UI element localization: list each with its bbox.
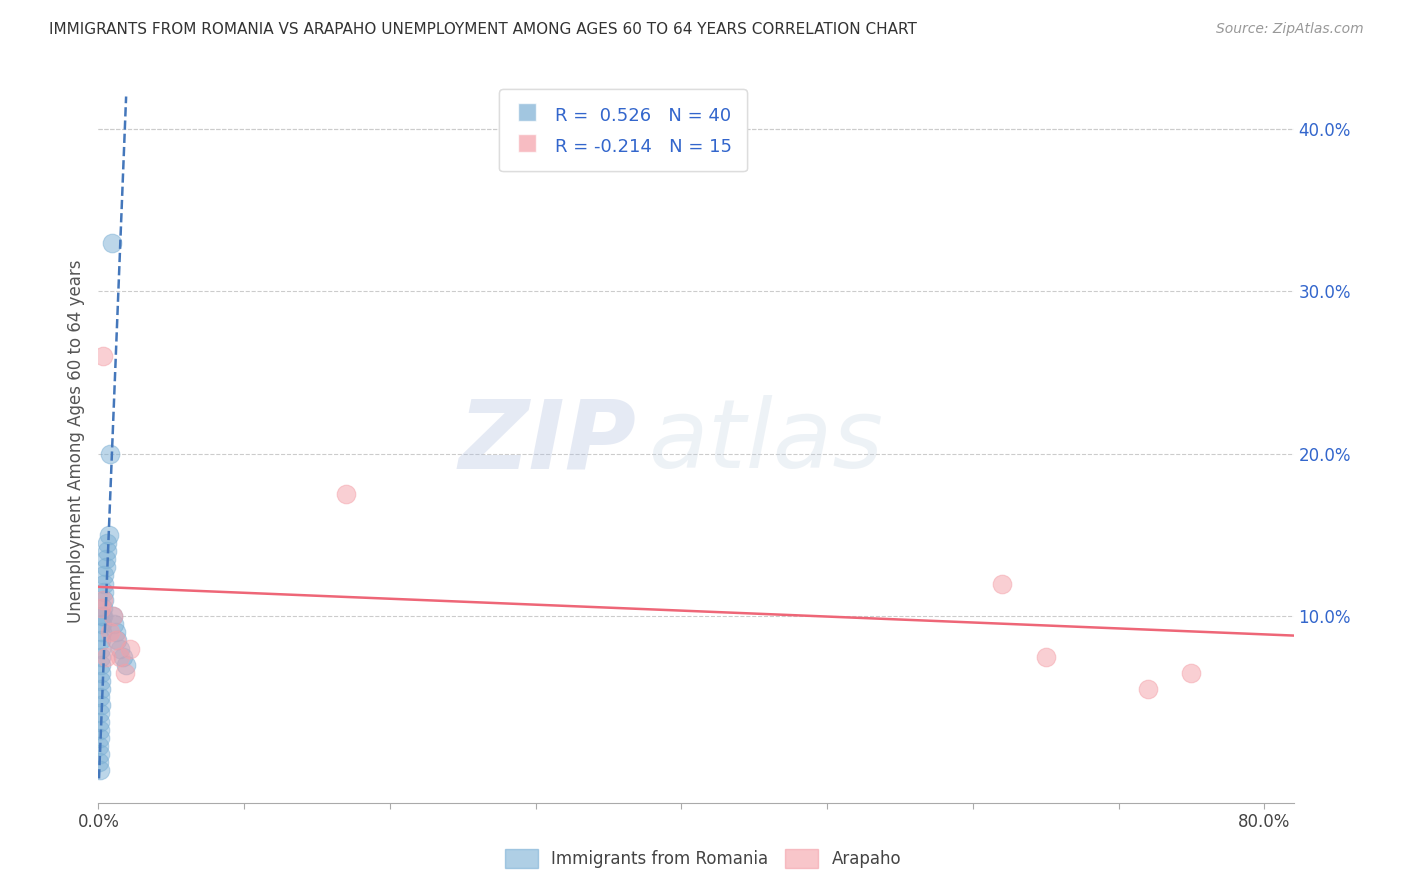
Text: ZIP: ZIP bbox=[458, 395, 637, 488]
Point bbox=[91, 601, 114, 615]
Point bbox=[94, 560, 117, 574]
Point bbox=[90, 673, 112, 688]
Point bbox=[90, 698, 112, 713]
Point bbox=[93, 592, 115, 607]
Point bbox=[89, 731, 111, 745]
Point bbox=[91, 592, 114, 607]
Point bbox=[97, 528, 120, 542]
Point bbox=[101, 609, 124, 624]
Point bbox=[93, 584, 115, 599]
Point bbox=[91, 349, 114, 363]
Point bbox=[94, 552, 117, 566]
Point bbox=[110, 649, 132, 664]
Text: atlas: atlas bbox=[648, 395, 883, 488]
Point bbox=[114, 665, 136, 680]
Point bbox=[89, 747, 111, 761]
Point bbox=[1136, 682, 1159, 697]
Point bbox=[991, 576, 1014, 591]
Point bbox=[89, 755, 111, 769]
Point bbox=[110, 641, 132, 656]
Point bbox=[120, 641, 142, 656]
Point bbox=[89, 706, 111, 721]
Point bbox=[91, 609, 114, 624]
Point bbox=[90, 649, 112, 664]
Point bbox=[89, 764, 111, 778]
Point bbox=[1035, 649, 1057, 664]
Point bbox=[93, 576, 115, 591]
Point bbox=[1180, 665, 1202, 680]
Point bbox=[90, 601, 112, 615]
Point bbox=[335, 487, 357, 501]
Point bbox=[96, 544, 118, 558]
Point bbox=[91, 609, 114, 624]
Point bbox=[90, 633, 112, 648]
Point bbox=[90, 641, 112, 656]
Point bbox=[104, 633, 127, 648]
Point bbox=[98, 625, 121, 640]
Point bbox=[101, 609, 124, 624]
Point bbox=[90, 617, 112, 632]
Point bbox=[90, 625, 112, 640]
Point bbox=[89, 723, 111, 737]
Point bbox=[89, 714, 111, 729]
Point bbox=[104, 625, 127, 640]
Point bbox=[103, 617, 125, 632]
Point bbox=[115, 657, 138, 672]
Point bbox=[112, 649, 135, 664]
Point bbox=[90, 657, 112, 672]
Point bbox=[105, 633, 128, 648]
Point bbox=[93, 568, 115, 582]
Point bbox=[98, 447, 121, 461]
Legend: R =  0.526   N = 40, R = -0.214   N = 15: R = 0.526 N = 40, R = -0.214 N = 15 bbox=[499, 89, 747, 171]
Text: Source: ZipAtlas.com: Source: ZipAtlas.com bbox=[1216, 22, 1364, 37]
Legend: Immigrants from Romania, Arapaho: Immigrants from Romania, Arapaho bbox=[498, 842, 908, 875]
Point bbox=[89, 739, 111, 753]
Point bbox=[90, 665, 112, 680]
Point bbox=[90, 682, 112, 697]
Point bbox=[94, 649, 117, 664]
Point bbox=[100, 235, 122, 250]
Y-axis label: Unemployment Among Ages 60 to 64 years: Unemployment Among Ages 60 to 64 years bbox=[66, 260, 84, 624]
Point bbox=[89, 690, 111, 705]
Text: IMMIGRANTS FROM ROMANIA VS ARAPAHO UNEMPLOYMENT AMONG AGES 60 TO 64 YEARS CORREL: IMMIGRANTS FROM ROMANIA VS ARAPAHO UNEMP… bbox=[49, 22, 917, 37]
Point bbox=[96, 536, 118, 550]
